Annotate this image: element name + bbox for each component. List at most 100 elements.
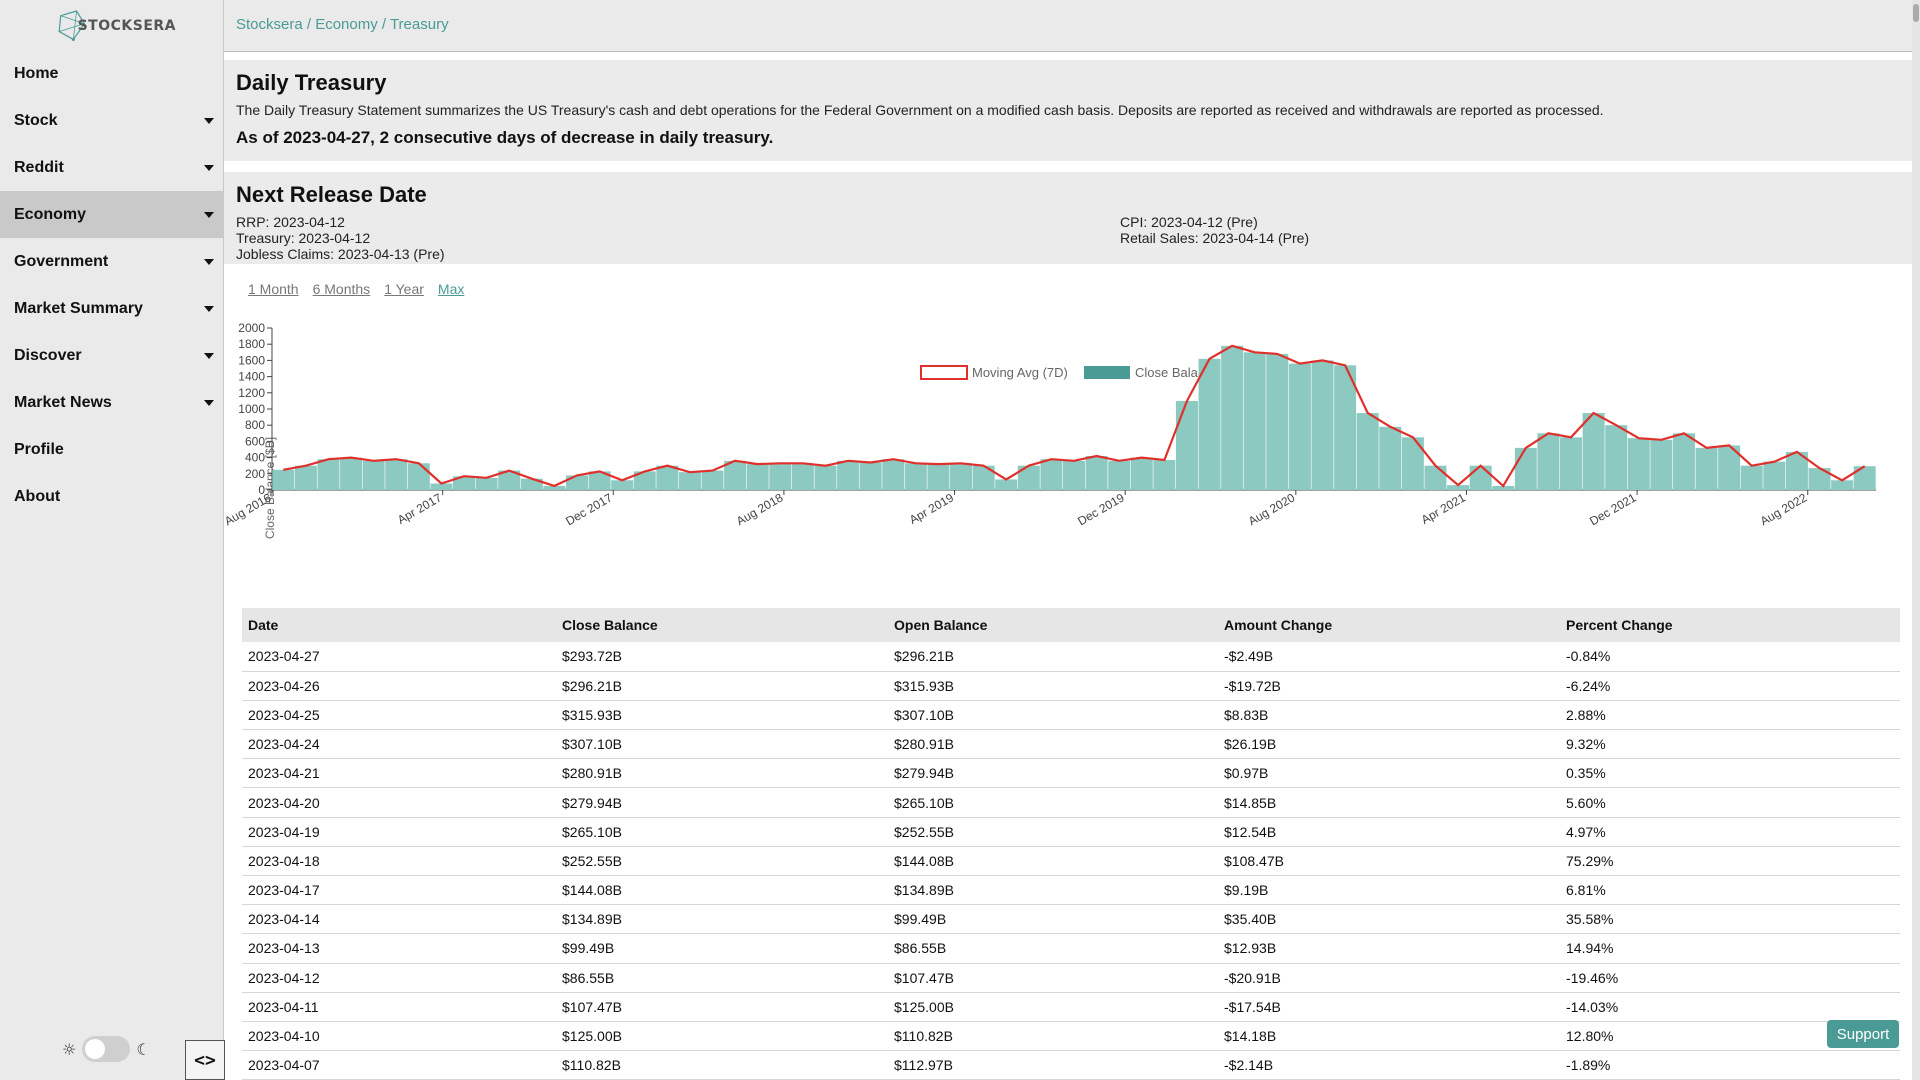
- header-open-balance[interactable]: Open Balance: [894, 617, 988, 633]
- close-balance-bar: [1221, 345, 1244, 490]
- cell-open-balance: $296.21B: [888, 642, 1218, 672]
- caret-down-icon: [204, 211, 214, 218]
- table-row: 2023-04-26 $296.21B $315.93B -$19.72B -6.24%: [242, 671, 1900, 701]
- cell-date: 2023-04-14: [242, 904, 556, 935]
- y-tick-label: 1800: [238, 337, 265, 351]
- cell-amount-change: -$20.91B: [1218, 963, 1560, 993]
- caret-down-icon: [204, 352, 214, 359]
- legend-moving-avg-label: Moving Avg (7D): [972, 365, 1068, 380]
- cell-open-balance: $134.89B: [888, 875, 1218, 906]
- header-amount-change[interactable]: Amount Change: [1224, 617, 1333, 633]
- close-balance-bar: [1605, 425, 1628, 490]
- theme-toggle[interactable]: ☼ ☾: [62, 1036, 151, 1062]
- moving-avg-line: [283, 344, 1866, 488]
- close-balance-bar: [904, 463, 927, 490]
- range-tab-1-year[interactable]: 1 Year: [384, 281, 424, 297]
- breadcrumb[interactable]: Stocksera / Economy / Treasury: [236, 16, 449, 33]
- header-date[interactable]: Date: [248, 617, 279, 633]
- cell-close-balance: $252.55B: [556, 846, 888, 877]
- sidebar-item-label: Discover: [14, 346, 82, 364]
- sidebar: STOCKSERA Home Stock Reddit Economy Governme…: [0, 0, 225, 1080]
- cell-amount-change: $0.97B: [1218, 758, 1560, 789]
- cell-percent-change: -6.24%: [1560, 671, 1900, 701]
- close-balance-bar: [520, 478, 543, 490]
- close-balance-bar: [1424, 465, 1447, 490]
- close-balance-bar: [543, 485, 566, 490]
- close-balance-bar: [656, 465, 679, 490]
- cell-open-balance: $307.10B: [888, 700, 1218, 731]
- sidebar-item-reddit[interactable]: Reddit: [0, 144, 224, 191]
- cell-date: 2023-04-10: [242, 1021, 556, 1052]
- chart-y-axis: 0 200 400 600 800 1000 1200 1400 1600 1800 2000: [238, 321, 273, 497]
- support-button[interactable]: Support: [1827, 1020, 1899, 1048]
- close-balance-bar: [1266, 353, 1289, 490]
- header-percent-change[interactable]: Percent Change: [1566, 617, 1673, 633]
- x-tick-label: Aug 2022: [1758, 490, 1810, 528]
- release-jobless-claims: Jobless Claims: 2023-04-13 (Pre): [236, 246, 445, 262]
- close-balance-bar: [1108, 460, 1131, 490]
- y-tick-label: 0: [258, 483, 265, 497]
- sidebar-item-home[interactable]: Home: [0, 50, 224, 97]
- x-tick-label: Dec 2021: [1587, 490, 1639, 528]
- sidebar-item-label: Home: [14, 64, 59, 82]
- sidebar-item-government[interactable]: Government: [0, 238, 224, 285]
- cell-open-balance: $252.55B: [888, 817, 1218, 847]
- page-scrollbar[interactable]: [1912, 0, 1920, 1080]
- header-close-balance[interactable]: Close Balance: [562, 617, 658, 633]
- close-balance-bar: [1017, 465, 1040, 490]
- range-tabs: 1 Month 6 Months 1 Year Max: [248, 281, 464, 297]
- sidebar-item-about[interactable]: About: [0, 473, 224, 520]
- table-row: 2023-04-13 $99.49B $86.55B $12.93B 14.94%: [242, 933, 1900, 964]
- sidebar-item-label: About: [14, 487, 61, 505]
- y-tick-label: 1200: [238, 386, 265, 400]
- cell-open-balance: $107.47B: [888, 963, 1218, 993]
- cell-open-balance: $265.10B: [888, 787, 1218, 818]
- y-tick-label: 1600: [238, 353, 265, 367]
- cell-open-balance: $279.94B: [888, 758, 1218, 789]
- close-balance-bar: [1447, 485, 1470, 490]
- cell-open-balance: $110.82B: [888, 1021, 1218, 1052]
- close-balance-bar: [1243, 352, 1266, 490]
- scrollbar-thumb[interactable]: [1913, 4, 1919, 22]
- range-tab-1-month[interactable]: 1 Month: [248, 281, 299, 297]
- close-balance-bar: [1379, 426, 1402, 490]
- cell-amount-change: $14.85B: [1218, 787, 1560, 818]
- sidebar-item-market-summary[interactable]: Market Summary: [0, 285, 224, 332]
- sidebar-item-market-news[interactable]: Market News: [0, 379, 224, 426]
- collapse-sidebar-button[interactable]: <>: [185, 1040, 225, 1080]
- release-title: Next Release Date: [236, 182, 427, 207]
- cell-open-balance: $86.55B: [888, 933, 1218, 964]
- close-balance-bar: [1650, 439, 1673, 490]
- table-row: 2023-04-25 $315.93B $307.10B $8.83B 2.88%: [242, 700, 1900, 731]
- intro-card: Daily Treasury The Daily Treasury Statem…: [224, 60, 1912, 161]
- logo-text: STOCKSERA: [77, 18, 176, 34]
- y-tick-label: 200: [245, 467, 265, 481]
- close-balance-bar: [1311, 360, 1334, 490]
- theme-switch[interactable]: [82, 1036, 131, 1062]
- cell-date: 2023-04-27: [242, 642, 556, 672]
- cell-open-balance: $125.00B: [888, 992, 1218, 1022]
- close-balance-bar: [1130, 457, 1153, 490]
- cell-amount-change: $14.18B: [1218, 1021, 1560, 1052]
- cell-percent-change: 5.60%: [1560, 787, 1900, 818]
- close-balance-bar: [1627, 438, 1650, 490]
- close-balance-bar: [1785, 451, 1808, 490]
- legend-close-balance-label: Close Balance: [1135, 365, 1219, 380]
- table-row: 2023-04-21 $280.91B $279.94B $0.97B 0.35%: [242, 758, 1900, 789]
- sidebar-item-stock[interactable]: Stock: [0, 97, 224, 144]
- cell-amount-change: $9.19B: [1218, 875, 1560, 906]
- cell-amount-change: $8.83B: [1218, 700, 1560, 731]
- sidebar-item-profile[interactable]: Profile: [0, 426, 224, 473]
- table-header-row: Date Close Balance Open Balance Amount C…: [242, 608, 1900, 642]
- range-tab-max[interactable]: Max: [437, 281, 465, 297]
- cell-close-balance: $315.93B: [556, 700, 888, 731]
- range-tab-6-months[interactable]: 6 Months: [312, 281, 371, 297]
- caret-down-icon: [204, 258, 214, 265]
- cell-amount-change: -$17.54B: [1218, 992, 1560, 1022]
- sidebar-item-discover[interactable]: Discover: [0, 332, 224, 379]
- logo[interactable]: STOCKSERA: [56, 0, 176, 52]
- cell-open-balance: $144.08B: [888, 846, 1218, 877]
- close-balance-bar: [1063, 460, 1085, 490]
- sidebar-item-economy[interactable]: Economy: [0, 191, 224, 238]
- cell-open-balance: $112.97B: [888, 1050, 1218, 1080]
